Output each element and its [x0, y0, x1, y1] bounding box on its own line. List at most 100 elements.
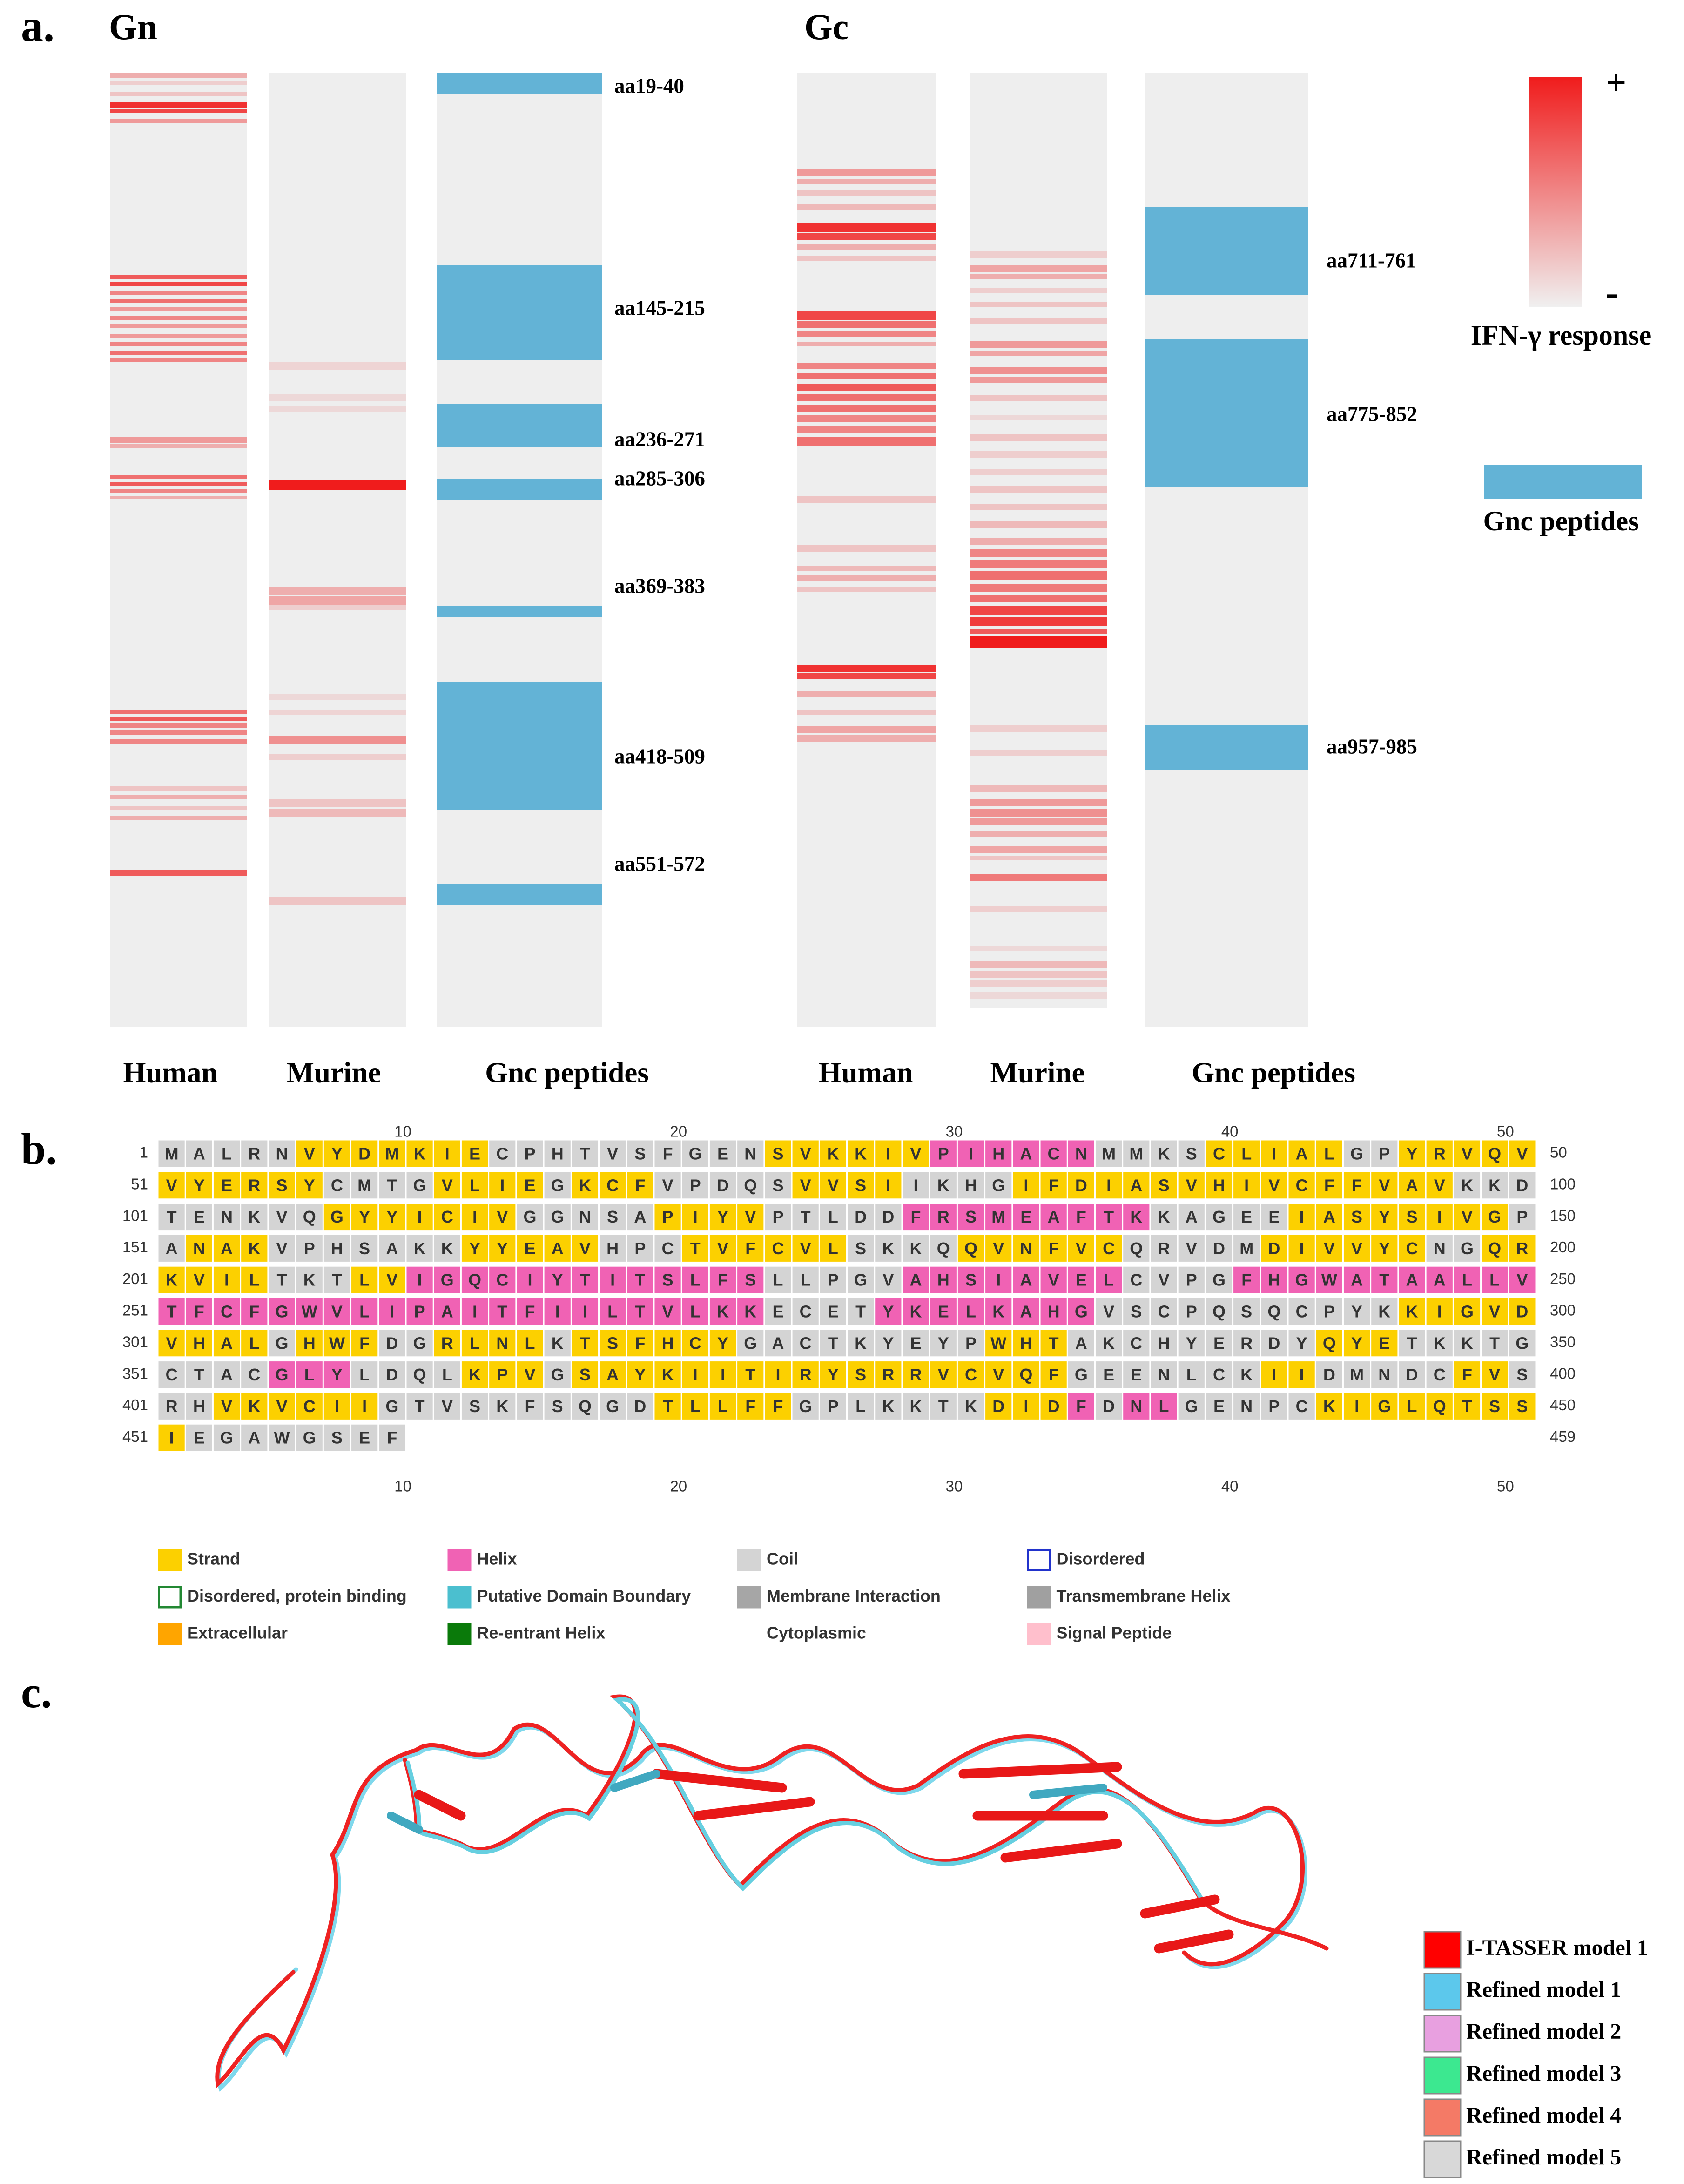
residue-cell: [765, 1266, 791, 1293]
residue: V: [993, 1365, 1004, 1384]
residue-cell: [600, 1204, 626, 1231]
heatmap-stripe: [797, 405, 936, 412]
residue-cell: [269, 1204, 295, 1231]
legend-swatch: [1423, 2015, 1462, 2053]
residue-cell: [379, 1204, 405, 1231]
residue: T: [745, 1365, 755, 1384]
heatmap-stripe: [269, 709, 407, 715]
residue-cell: [1509, 1330, 1536, 1357]
residue: V: [717, 1239, 728, 1258]
residue: T: [415, 1397, 425, 1416]
residue-cell: [1316, 1330, 1342, 1357]
residue: T: [690, 1239, 701, 1258]
residue-cell: [186, 1235, 212, 1262]
residue: K: [469, 1365, 481, 1384]
residue-cell: [1040, 1330, 1067, 1357]
heatmap-stripe: [970, 367, 1107, 374]
residue-cell: [627, 1235, 653, 1262]
residue-cell: [1233, 1266, 1260, 1293]
residue-cell: [1482, 1393, 1508, 1420]
residue: K: [248, 1397, 260, 1416]
residue-cell: [323, 1361, 350, 1388]
residue: K: [414, 1239, 426, 1258]
heatmap-stripe: [269, 694, 407, 700]
residue-cell: [186, 1330, 212, 1357]
residue: C: [772, 1239, 784, 1258]
residue-cell: [1261, 1235, 1287, 1262]
residue: V: [1324, 1239, 1335, 1258]
residue: G: [413, 1333, 426, 1352]
residue: M: [991, 1207, 1005, 1226]
residue-cell: [461, 1266, 488, 1293]
residue-cell: [654, 1361, 681, 1388]
heatmap-column: [970, 72, 1107, 1008]
row-end: 459: [1550, 1428, 1576, 1445]
residue: E: [938, 1302, 949, 1321]
residue: K: [414, 1144, 426, 1163]
peptide-block: [437, 72, 602, 94]
residue: S: [662, 1271, 674, 1290]
heatmap-stripe: [970, 750, 1107, 756]
residue-cell: [682, 1330, 708, 1357]
residue: I: [445, 1144, 450, 1163]
residue: N: [1378, 1365, 1390, 1384]
residue: I: [1106, 1176, 1111, 1195]
residue-cell: [1013, 1172, 1039, 1199]
color-scale: [1529, 76, 1582, 307]
heatmap-stripe: [110, 815, 248, 820]
residue-cell: [379, 1298, 405, 1325]
residue: D: [1048, 1397, 1060, 1416]
heatmap-stripe: [970, 486, 1107, 493]
residue-cell: [1343, 1298, 1370, 1325]
residue-cell: [241, 1172, 268, 1199]
residue: P: [634, 1239, 646, 1258]
residue-cell: [848, 1330, 874, 1357]
residue: M: [385, 1144, 399, 1163]
residue: K: [166, 1271, 178, 1290]
residue: Q: [937, 1239, 950, 1258]
residue: E: [1103, 1365, 1114, 1384]
residue: Q: [1267, 1302, 1280, 1321]
residue-cell: [517, 1298, 543, 1325]
heatmap-stripe: [110, 481, 248, 486]
residue-cell: [323, 1266, 350, 1293]
residue-cell: [1454, 1235, 1481, 1262]
residue: Y: [938, 1333, 949, 1352]
residue-cell: [1343, 1140, 1370, 1167]
residue-cell: [985, 1204, 1012, 1231]
residue-cell: [1482, 1298, 1508, 1325]
residue: R: [441, 1333, 453, 1352]
residue-cell: [1123, 1204, 1150, 1231]
residue-cell: [1040, 1204, 1067, 1231]
row-end: 250: [1550, 1270, 1576, 1287]
residue: Y: [1351, 1302, 1362, 1321]
residue: N: [579, 1207, 591, 1226]
residue: T: [938, 1397, 949, 1416]
residue: D: [386, 1365, 398, 1384]
residue-cell: [213, 1172, 240, 1199]
residue-cell: [1482, 1330, 1508, 1357]
residue: Q: [1323, 1333, 1336, 1352]
residue-cell: [1068, 1204, 1094, 1231]
residue-cell: [682, 1298, 708, 1325]
residue: K: [910, 1397, 922, 1416]
residue-cell: [544, 1172, 571, 1199]
residue-cell: [1454, 1172, 1481, 1199]
residue-cell: [213, 1298, 240, 1325]
residue: I: [1024, 1397, 1028, 1416]
residue-cell: [379, 1266, 405, 1293]
residue-cell: [1454, 1204, 1481, 1231]
residue: G: [1075, 1302, 1088, 1321]
residue: P: [414, 1302, 425, 1321]
residue: G: [303, 1428, 316, 1447]
heatmap-stripe: [110, 805, 248, 810]
residue: M: [1102, 1144, 1116, 1163]
residue: L: [470, 1176, 480, 1195]
residue-cell: [1482, 1361, 1508, 1388]
residue-cell: [848, 1140, 874, 1167]
residue: V: [1489, 1365, 1500, 1384]
legend-swatch: [1027, 1623, 1051, 1645]
residue-cell: [957, 1172, 984, 1199]
residue: K: [882, 1239, 894, 1258]
residue-cell: [461, 1172, 488, 1199]
